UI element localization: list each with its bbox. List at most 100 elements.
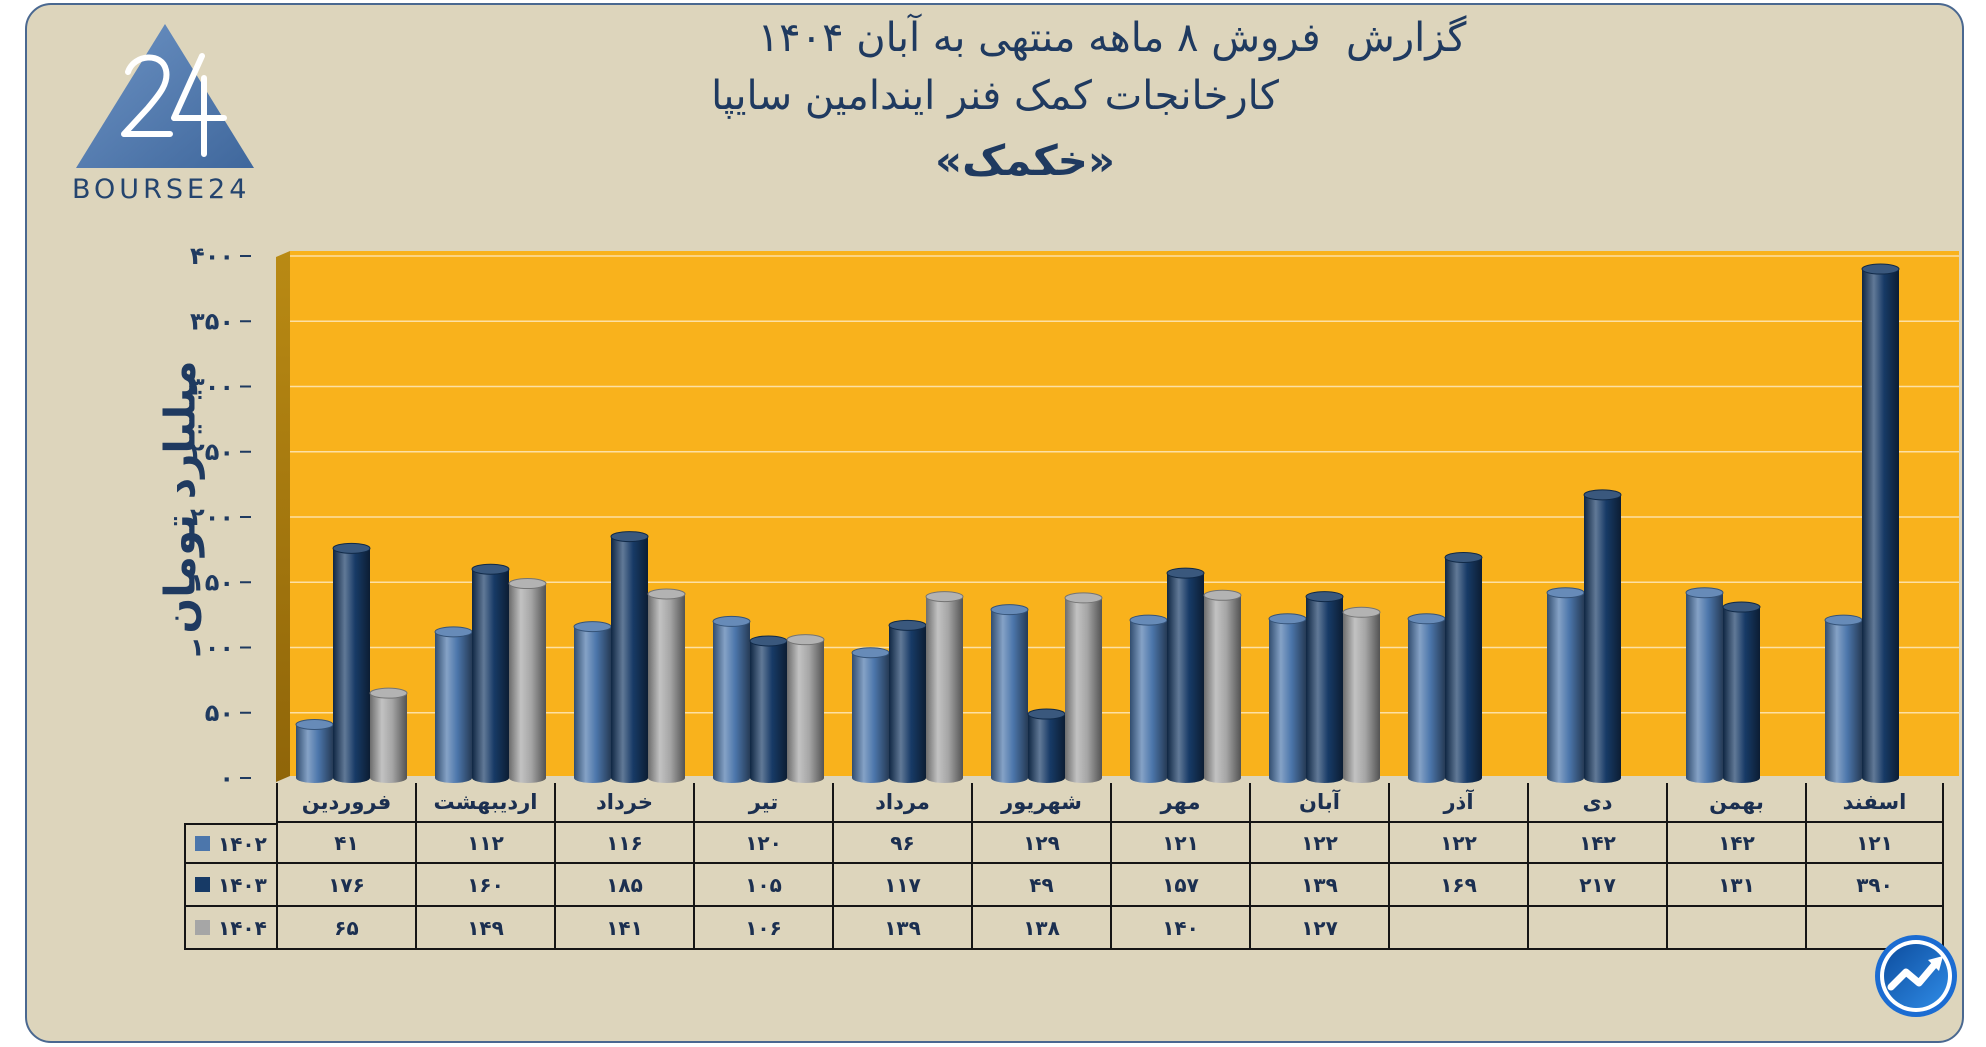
- bar-cap: [888, 619, 927, 631]
- table-header-month: تیر: [693, 783, 832, 823]
- data-table: فروردین اردیبهشت خرداد تیر مرداد شهریور مهر آبا…: [184, 783, 1944, 950]
- table-cell: ۱۶۹: [1388, 864, 1527, 907]
- bar-body: [296, 724, 333, 778]
- bar-s2-c6: [1203, 589, 1242, 783]
- company-name: کارخانجات کمک فنر ایندامین سایپا: [711, 73, 1279, 119]
- table-cell: ۱۳۹: [1249, 864, 1388, 907]
- bar-s1-c1: [471, 563, 510, 783]
- bar-cap: [749, 635, 788, 647]
- table-cell: ۴۹: [971, 864, 1110, 907]
- table-cell: [1527, 907, 1666, 950]
- bar-s1-c9: [1583, 489, 1622, 783]
- table-cell: ۱۲۲: [1388, 823, 1527, 864]
- bar-cap: [1685, 587, 1724, 599]
- y-tick-label: ۲۵۰: [190, 438, 234, 466]
- legend-label: ۱۴۰۴: [218, 915, 267, 940]
- bar-cap: [990, 604, 1029, 616]
- y-tick-label: ۲۰۰: [190, 503, 234, 531]
- table-cell: ۱۲۱: [1805, 823, 1944, 864]
- bar-body: [1445, 557, 1482, 778]
- table-cell: ۱۸۵: [554, 864, 693, 907]
- table-cell: [1666, 907, 1805, 950]
- bar-cap: [1444, 551, 1483, 563]
- plot-area: ۰ ۵۰ ۱۰۰ ۱۵۰ ۲۰۰ ۲۵۰ ۳۰۰ ۳۵۰ ۴۰۰: [190, 242, 1959, 792]
- bar-s0-c3: [712, 615, 751, 783]
- table-cell: [1388, 907, 1527, 950]
- table-cell: ۱۴۰: [1110, 907, 1249, 950]
- bar-body: [1306, 596, 1343, 778]
- table-cell: ۴۱: [276, 823, 415, 864]
- bar-cap: [1064, 592, 1103, 604]
- bar-body: [435, 631, 472, 778]
- table-header-month: دی: [1527, 783, 1666, 823]
- bar-body: [509, 583, 546, 778]
- bar-cap: [332, 542, 371, 554]
- table-cell: ۱۰۵: [693, 864, 832, 907]
- bar-cap: [1722, 601, 1761, 613]
- trend-arrowhead-icon: [1928, 956, 1943, 971]
- bar-cap: [1583, 489, 1622, 501]
- table-cell: ۱۴۱: [554, 907, 693, 950]
- table-header-month: مهر: [1110, 783, 1249, 823]
- table-cell: ۱۰۶: [693, 907, 832, 950]
- bar-body: [1547, 592, 1584, 778]
- table-cell: ۱۴۲: [1666, 823, 1805, 864]
- bar-body: [787, 639, 824, 778]
- table-cell: ۳۹۰: [1805, 864, 1944, 907]
- table-cell: ۱۳۸: [971, 907, 1110, 950]
- bar-s2-c7: [1342, 606, 1381, 783]
- bar-body: [1825, 620, 1862, 778]
- table-cell: ۲۱۷: [1527, 864, 1666, 907]
- table-header-month: آذر: [1388, 783, 1527, 823]
- bar-body: [1723, 607, 1760, 778]
- bar-s1-c5: [1027, 708, 1066, 783]
- bar-cap: [1546, 587, 1585, 599]
- bar-body: [1204, 595, 1241, 778]
- table-cell: ۹۶: [832, 823, 971, 864]
- bar-body: [1686, 592, 1723, 778]
- bar-cap: [369, 687, 408, 699]
- report-title: گزارش فروش ۸ ماهه منتهی به آبان ۱۴۰۴: [757, 15, 1467, 61]
- bar-s0-c11: [1824, 614, 1863, 783]
- table-header-month: شهریور: [971, 783, 1110, 823]
- bar-body: [1862, 269, 1899, 778]
- ticker-symbol: «خکمک»: [934, 136, 1116, 185]
- bar-s0-c0: [295, 718, 334, 783]
- bar-cap: [712, 615, 751, 627]
- bar-cap: [786, 634, 825, 646]
- table-cell: ۱۳۱: [1666, 864, 1805, 907]
- bar-cap: [647, 588, 686, 600]
- table-cell: ۱۷۶: [276, 864, 415, 907]
- bar-cap: [1342, 606, 1381, 618]
- bar-body: [713, 621, 750, 778]
- table-cell: ۱۱۷: [832, 864, 971, 907]
- bar-cap: [1129, 614, 1168, 626]
- bar-body: [333, 548, 370, 778]
- bar-s1-c8: [1444, 551, 1483, 783]
- table-corner: [184, 783, 276, 823]
- bar-body: [1269, 618, 1306, 778]
- bar-s1-c7: [1305, 591, 1344, 783]
- table-header-month: فروردین: [276, 783, 415, 823]
- y-tick-label: ۴۰۰: [190, 242, 234, 270]
- logo-wordmark: BOURSE24: [72, 174, 251, 205]
- table-cell: ۱۵۷: [1110, 864, 1249, 907]
- bar-s0-c4: [851, 647, 890, 783]
- legend-swatch: [195, 836, 210, 851]
- logo-triangle: [76, 24, 254, 168]
- bar-s0-c7: [1268, 613, 1307, 783]
- bar-s1-c11: [1861, 263, 1900, 783]
- trend-chart-icon: [1875, 935, 1957, 1017]
- bar-body: [1408, 618, 1445, 778]
- table-cell: ۶۵: [276, 907, 415, 950]
- bar-body: [611, 536, 648, 778]
- legend-label: ۱۴۰۲: [218, 831, 267, 856]
- bar-s0-c10: [1685, 587, 1724, 783]
- bar-s1-c2: [610, 531, 649, 783]
- bar-body: [1028, 714, 1065, 778]
- bar-s0-c1: [434, 626, 473, 783]
- bar-body: [889, 625, 926, 778]
- bar-s0-c8: [1407, 613, 1446, 783]
- y-tick-label: ۳۰۰: [190, 373, 234, 401]
